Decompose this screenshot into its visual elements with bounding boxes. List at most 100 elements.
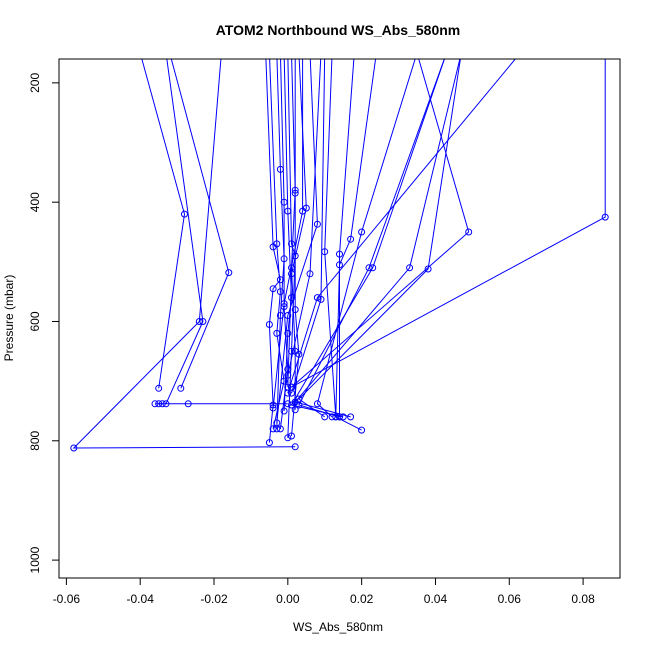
data-point (265, 439, 273, 447)
data-point (276, 288, 284, 296)
data-point (155, 400, 163, 408)
series-line (72, 59, 296, 449)
series-layer (70, 59, 609, 452)
series-line (272, 59, 304, 409)
x-axis-label: WS_Abs_580nm (293, 620, 383, 634)
series-line (170, 59, 230, 389)
profile-series (332, 59, 377, 421)
series-line (335, 59, 377, 417)
profile-series (151, 400, 292, 408)
data-point (295, 395, 303, 403)
x-tick-label: 0.04 (424, 592, 448, 606)
y-tick-label: 800 (28, 430, 42, 450)
y-tick-label: 1000 (28, 546, 42, 573)
data-point (358, 426, 366, 434)
data-point (199, 318, 207, 325)
series-line (291, 59, 300, 437)
data-point (313, 294, 321, 302)
data-point (280, 407, 288, 415)
y-axis-label: Pressure (mbar) (2, 275, 16, 362)
profile-series (273, 59, 321, 427)
data-point (347, 235, 355, 243)
data-point (284, 434, 292, 442)
data-point (336, 250, 343, 258)
y-tick-label: 400 (28, 192, 42, 212)
data-point (288, 383, 295, 391)
data-point (269, 404, 277, 412)
series-line (291, 59, 606, 388)
x-tick-label: 0.00 (276, 592, 300, 606)
data-point (317, 295, 325, 303)
series-line (287, 59, 322, 376)
x-tick-label: 0.06 (498, 592, 522, 606)
series-line (294, 59, 461, 418)
x-axis: -0.06 -0.04 -0.02 0.00 0.02 0.04 0.06 0.08 (53, 578, 595, 606)
data-point (347, 413, 355, 421)
data-point (291, 406, 299, 414)
data-point (321, 413, 329, 421)
data-point (313, 400, 321, 408)
data-point (155, 384, 163, 392)
series-line (324, 59, 362, 431)
data-point (284, 312, 292, 319)
profile-series (141, 59, 188, 392)
data-point (158, 400, 166, 408)
data-point (269, 425, 277, 433)
data-point (265, 321, 273, 328)
data-point (177, 384, 185, 392)
data-point (184, 400, 192, 408)
series-line (276, 59, 318, 423)
series-line (298, 59, 461, 418)
data-point (288, 432, 295, 440)
profile-series (284, 59, 322, 379)
profile-series (291, 59, 461, 421)
data-point (284, 389, 292, 397)
series-line (141, 59, 186, 389)
data-point (284, 329, 292, 337)
data-point (465, 228, 473, 236)
data-point (151, 400, 159, 408)
x-tick-label: -0.02 (200, 592, 228, 606)
profile-series (288, 59, 445, 421)
data-point (273, 419, 281, 427)
profile-series (269, 59, 307, 412)
series-line (291, 59, 326, 394)
y-axis: 200 400 600 800 1000 (28, 73, 59, 573)
data-point (70, 444, 78, 452)
plot-frame (58, 58, 621, 579)
data-point (288, 294, 295, 302)
series-line (283, 59, 293, 412)
data-point (339, 413, 347, 421)
data-point (313, 220, 321, 228)
data-point (299, 207, 307, 215)
data-point (225, 269, 233, 277)
data-point (273, 240, 281, 248)
data-point (280, 300, 288, 308)
series-line (287, 59, 516, 394)
y-tick-label: 200 (28, 73, 42, 93)
data-point (365, 264, 373, 272)
profile-series (70, 59, 299, 452)
series-line (165, 59, 204, 405)
profile-series (155, 400, 166, 408)
data-point (288, 270, 295, 278)
data-point (358, 228, 366, 236)
x-tick-label: 0.08 (571, 592, 595, 606)
profile-series (170, 59, 233, 392)
series-line (339, 59, 355, 417)
profile-series (295, 59, 461, 421)
data-point (195, 318, 203, 325)
data-point (406, 264, 414, 272)
y-tick-label: 600 (28, 311, 42, 331)
series-line (291, 59, 470, 388)
data-point (276, 425, 284, 433)
profile-series (284, 59, 516, 397)
data-point (291, 306, 299, 314)
data-point (284, 371, 292, 379)
data-point (336, 261, 343, 269)
data-point (424, 265, 432, 273)
x-tick-label: 0.02 (350, 592, 374, 606)
chart-title: ATOM2 Northbound WS_Abs_580nm (216, 22, 461, 38)
x-tick-label: -0.06 (53, 592, 81, 606)
